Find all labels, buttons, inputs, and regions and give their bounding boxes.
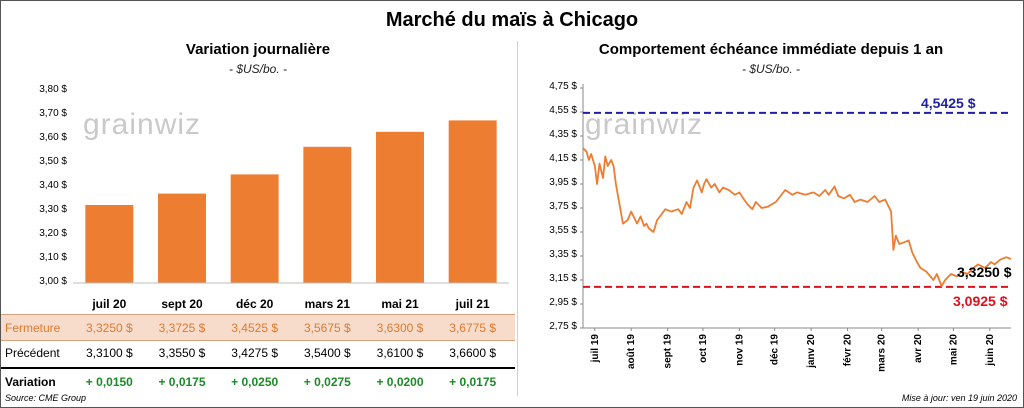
line-y-tick: 3,75 $ (549, 201, 577, 212)
line-x-tick: janv 20 (806, 334, 817, 369)
line-x-tick: mars 20 (877, 334, 888, 372)
fermeture-cell: 3,4525 $ (231, 321, 279, 335)
variation-cell: + 0,0175 (449, 375, 497, 389)
precedent-cell: 3,3100 $ (85, 346, 133, 360)
bar (376, 131, 424, 283)
precedent-cell: 3,5400 $ (303, 346, 351, 360)
fermeture-cell: 3,6300 $ (376, 321, 424, 335)
bar-y-tick: 3,60 $ (39, 132, 67, 143)
bar-category-label: déc 20 (235, 297, 274, 311)
bar-y-tick: 3,70 $ (39, 108, 67, 119)
line-y-tick: 4,75 $ (549, 81, 577, 92)
low-label: 3,0925 $ (953, 293, 1008, 309)
fermeture-row: Fermeture 3,3250 $ 3,3725 $ 3,4525 $ 3,5675… (1, 314, 515, 341)
fermeture-cell: 3,3250 $ (85, 321, 133, 335)
variation-cell: + 0,0250 (231, 375, 279, 389)
bar (230, 174, 279, 283)
line-x-tick: avr 20 (913, 334, 924, 363)
bar-y-tick: 3,10 $ (39, 252, 67, 263)
bar-category-label: juil 20 (92, 297, 127, 311)
precedent-cell: 3,6100 $ (376, 346, 424, 360)
line-x-tick: sept 19 (663, 334, 674, 369)
bar-category-label: mars 21 (304, 297, 351, 311)
grainwiz-logo: grainwiz (83, 108, 202, 141)
bar-y-tick: 3,20 $ (39, 228, 67, 239)
bar (303, 146, 352, 283)
bar-y-tick: 3,50 $ (39, 156, 67, 167)
bar-y-tick: 3,40 $ (39, 180, 67, 191)
bar-y-tick: 3,00 $ (39, 276, 67, 287)
variation-cell: + 0,0200 (376, 375, 424, 389)
left-unit: - $US/bo. - (228, 62, 288, 76)
line-y-tick: 4,15 $ (549, 153, 577, 164)
update-note: Mise à jour: ven 19 juin 2020 (901, 393, 1017, 403)
line-x-tick: oct 19 (698, 334, 709, 363)
source-note: Source: CME Group (5, 393, 87, 403)
line-x-tick: juin 20 (985, 334, 996, 367)
line-y-tick: 4,35 $ (549, 129, 577, 140)
precedent-cell: 3,4275 $ (231, 346, 279, 360)
line-x-tick: nov 19 (734, 334, 745, 366)
precedent-cell: 3,6600 $ (449, 346, 497, 360)
bar (448, 120, 497, 284)
line-x-tick: févr 20 (843, 334, 854, 367)
precedent-row: Précédent 3,3100 $ 3,3550 $ 3,4275 $ 3,5400… (1, 340, 515, 365)
bar (85, 205, 134, 283)
variation-row: Variation + 0,0150 + 0,0175 + 0,0250 + 0,02… (1, 367, 515, 394)
fermeture-label: Fermeture (5, 321, 61, 335)
line-y-tick: 2,95 $ (549, 297, 577, 308)
bar-y-tick: 3,30 $ (39, 204, 67, 215)
price-series-line (582, 147, 1012, 287)
right-unit: - $US/bo. - (741, 62, 801, 76)
fermeture-cell: 3,5675 $ (303, 321, 351, 335)
main-title: Marché du maïs à Chicago (385, 9, 639, 31)
line-y-tick: 4,55 $ (549, 105, 577, 116)
variation-cell: + 0,0175 (158, 375, 206, 389)
bar-chart (73, 120, 509, 284)
variation-label: Variation (5, 375, 56, 389)
variation-cell: + 0,0275 (303, 375, 351, 389)
line-y-tick: 3,55 $ (549, 225, 577, 236)
line-y-tick: 3,95 $ (549, 177, 577, 188)
precedent-label: Précédent (5, 346, 60, 360)
line-x-tick: mai 20 (948, 334, 959, 366)
line-x-tick: juil 19 (590, 334, 601, 364)
line-y-tick: 3,15 $ (549, 273, 577, 284)
bar-category-label: sept 20 (161, 297, 203, 311)
bar (158, 193, 206, 283)
fermeture-cell: 3,3725 $ (158, 321, 206, 335)
bar-y-tick: 3,80 $ (39, 84, 67, 95)
high-label: 4,5425 $ (921, 95, 976, 111)
bar-category-label: juil 21 (455, 297, 490, 311)
panel-divider (517, 41, 518, 396)
fermeture-cell: 3,6775 $ (449, 321, 497, 335)
line-y-tick: 3,35 $ (549, 249, 577, 260)
last-label: 3,3250 $ (957, 264, 1012, 280)
right-subtitle: Comportement échéance immédiate depuis 1… (598, 41, 944, 58)
line-x-tick: août 19 (626, 334, 637, 369)
variation-cell: + 0,0150 (85, 375, 133, 389)
precedent-cell: 3,3550 $ (158, 346, 206, 360)
bar-category-label: mai 21 (381, 297, 419, 311)
line-x-tick: déc 19 (770, 334, 781, 366)
line-y-tick: 2,75 $ (549, 321, 577, 332)
left-subtitle: Variation journalière (185, 41, 331, 58)
